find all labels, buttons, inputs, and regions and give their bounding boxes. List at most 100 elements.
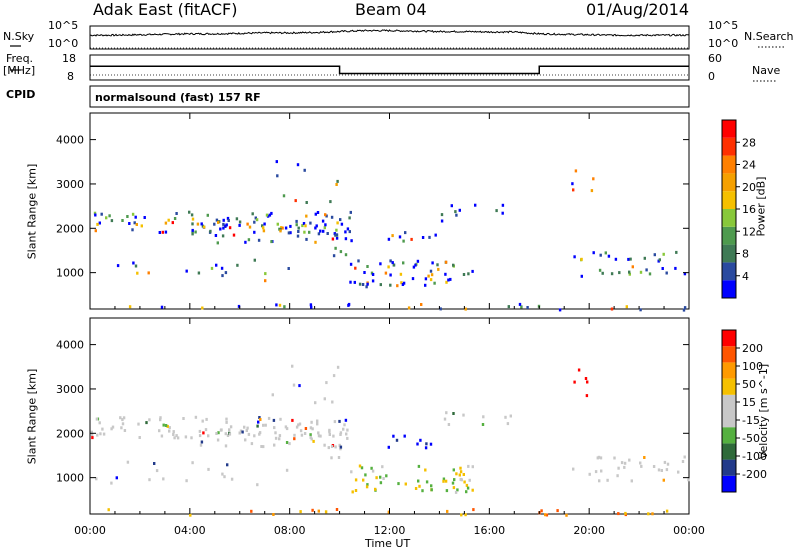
power-cell bbox=[222, 218, 225, 222]
velocity-cell bbox=[628, 458, 631, 462]
power-cell bbox=[347, 302, 351, 306]
velocity-cell bbox=[207, 434, 210, 438]
power-cell bbox=[143, 216, 146, 219]
velocity-cell bbox=[175, 434, 178, 438]
velocity-cell bbox=[573, 380, 576, 384]
power-cell bbox=[93, 211, 97, 215]
power-cell bbox=[349, 262, 353, 266]
power-cell bbox=[474, 203, 477, 207]
velocity-cell bbox=[334, 445, 337, 449]
velocity-cell bbox=[272, 513, 275, 516]
power-cell bbox=[458, 208, 461, 212]
power-cell bbox=[221, 234, 225, 238]
power-cell bbox=[316, 211, 320, 214]
power-cell bbox=[302, 222, 306, 225]
power-cell bbox=[402, 261, 405, 265]
velocity-cell bbox=[273, 426, 276, 430]
velocity-cell bbox=[663, 460, 667, 464]
velocity-cell bbox=[194, 415, 198, 419]
velocity-cell bbox=[452, 486, 456, 490]
power-cell bbox=[440, 219, 444, 223]
xaxis-title: Time UT bbox=[365, 537, 411, 550]
velocity-cell bbox=[392, 434, 395, 438]
power-cell bbox=[206, 213, 209, 217]
velocity-cell bbox=[584, 377, 588, 380]
noise-right-top: 10^5 bbox=[708, 19, 739, 32]
velocity-cell bbox=[452, 468, 455, 472]
velocity-cell bbox=[317, 431, 320, 435]
power-cell bbox=[171, 221, 174, 225]
power-cell bbox=[265, 213, 269, 217]
velocity-cell bbox=[504, 415, 507, 419]
power-cell bbox=[287, 231, 291, 235]
velocity-cell bbox=[314, 401, 317, 405]
nsky-label: N.Sky bbox=[3, 30, 35, 43]
velocity-cell bbox=[472, 508, 475, 512]
power-cell bbox=[132, 261, 135, 265]
colorbar-segment bbox=[722, 137, 736, 156]
power-cell bbox=[661, 267, 664, 270]
nave-label: Nave bbox=[752, 64, 781, 77]
frequency-line bbox=[90, 65, 689, 75]
power-cell bbox=[411, 277, 415, 281]
power-cell bbox=[410, 237, 413, 241]
velocity-cell bbox=[160, 434, 164, 438]
power-cell bbox=[447, 278, 450, 282]
velocity-cell bbox=[291, 364, 294, 368]
power-cell bbox=[238, 220, 242, 224]
y-tick-label: 2000 bbox=[56, 222, 84, 235]
power-cell bbox=[414, 263, 417, 267]
power-cell bbox=[191, 222, 194, 226]
velocity-cell bbox=[198, 429, 202, 433]
power-cell bbox=[305, 237, 308, 241]
velocity-cell bbox=[364, 473, 367, 477]
power-cell bbox=[357, 259, 360, 263]
velocity-cell bbox=[262, 423, 265, 427]
velocity-cell bbox=[586, 380, 589, 384]
velocity-cell bbox=[239, 429, 243, 433]
velocity-cell bbox=[371, 469, 375, 473]
power-cell bbox=[572, 188, 575, 192]
velocity-cell bbox=[244, 438, 247, 442]
velocity-cell bbox=[184, 435, 188, 439]
velocity-cell bbox=[444, 479, 448, 483]
power-cell bbox=[164, 221, 168, 225]
velocity-cell bbox=[304, 427, 308, 430]
power-cell bbox=[270, 211, 273, 215]
velocity-cell bbox=[119, 416, 122, 420]
power-cell bbox=[201, 306, 204, 310]
power-cell bbox=[131, 212, 135, 216]
power-panel-frame bbox=[89, 112, 690, 310]
power-cell bbox=[210, 266, 214, 270]
power-cell bbox=[94, 229, 97, 233]
power-cell bbox=[294, 199, 297, 203]
power-cell bbox=[303, 230, 306, 234]
velocity-cell bbox=[597, 455, 601, 459]
velocity-cell bbox=[594, 470, 598, 474]
velocity-cell bbox=[225, 420, 228, 424]
power-cell bbox=[220, 266, 224, 270]
velocity-cell bbox=[424, 446, 428, 450]
power-cell bbox=[255, 218, 259, 222]
power-heatmap bbox=[93, 160, 687, 312]
velocity-cell bbox=[253, 434, 256, 438]
velocity-cell bbox=[215, 432, 218, 435]
power-cell bbox=[161, 230, 164, 234]
velocity-cell bbox=[191, 461, 194, 465]
power-cell bbox=[607, 254, 611, 258]
velocity-cell bbox=[366, 483, 369, 487]
velocity-cell bbox=[681, 460, 685, 463]
power-cell bbox=[203, 225, 206, 229]
velocity-cell bbox=[613, 456, 616, 460]
power-cell bbox=[213, 222, 216, 226]
power-cell bbox=[222, 222, 225, 226]
power-cell bbox=[389, 273, 392, 277]
velocity-cell bbox=[159, 416, 162, 420]
power-cell bbox=[326, 232, 329, 235]
power-cell bbox=[324, 213, 327, 217]
power-cell bbox=[427, 274, 430, 278]
velocity-cell bbox=[258, 432, 261, 436]
velocity-cell bbox=[285, 441, 289, 444]
power-cell bbox=[296, 163, 300, 167]
